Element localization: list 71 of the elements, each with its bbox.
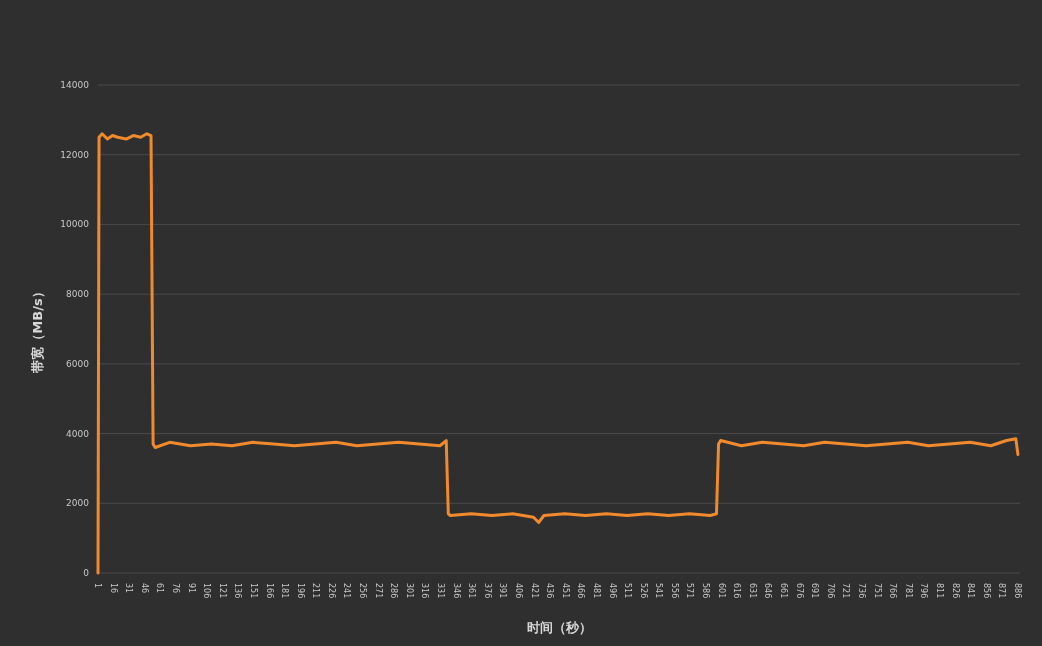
x-tick-label: 496 [607, 583, 617, 599]
x-tick-label: 61 [155, 583, 165, 594]
x-tick-label: 481 [591, 583, 601, 599]
y-tick-label: 10000 [60, 219, 90, 230]
x-tick-label: 196 [295, 583, 305, 599]
x-tick-label: 16 [108, 583, 118, 594]
x-tick-label: 466 [576, 583, 586, 599]
y-tick-label: 6000 [66, 358, 90, 369]
x-tick-label: 136 [233, 583, 243, 599]
y-tick-label: 4000 [66, 428, 90, 439]
x-tick-label: 586 [701, 583, 711, 599]
x-tick-label: 181 [280, 583, 290, 599]
x-tick-label: 631 [747, 583, 757, 599]
x-tick-label: 796 [919, 583, 929, 599]
x-tick-label: 616 [732, 583, 742, 599]
x-tick-label: 646 [763, 583, 773, 599]
x-tick-label: 316 [420, 583, 430, 599]
x-tick-label: 1 [93, 583, 102, 589]
x-tick-label: 376 [482, 583, 492, 599]
x-tick-label: 706 [825, 583, 835, 599]
x-tick-label: 856 [981, 583, 991, 599]
y-tick-label: 8000 [66, 289, 90, 300]
x-tick-label: 841 [966, 583, 976, 599]
x-tick-label: 436 [545, 583, 555, 599]
x-tick-label: 511 [623, 583, 633, 599]
x-tick-label: 31 [124, 583, 134, 594]
x-tick-label: 211 [311, 583, 321, 599]
x-tick-label: 886 [1012, 583, 1022, 599]
x-tick-label: 601 [716, 583, 726, 599]
x-tick-label: 256 [358, 583, 368, 599]
x-tick-label: 781 [903, 583, 913, 599]
x-tick-label: 406 [513, 583, 523, 599]
x-tick-label: 691 [810, 583, 820, 599]
x-tick-label: 91 [186, 583, 196, 594]
x-tick-label: 721 [841, 583, 851, 599]
x-tick-label: 451 [560, 583, 570, 599]
x-tick-label: 571 [685, 583, 695, 599]
line-series [96, 132, 1020, 575]
x-tick-label: 871 [997, 583, 1007, 599]
x-tick-label: 226 [326, 583, 336, 599]
y-axis-title: 带宽（MB/s） [30, 285, 45, 373]
x-tick-label: 676 [794, 583, 804, 599]
x-tick-label: 106 [202, 583, 212, 599]
x-tick-label: 166 [264, 583, 274, 599]
x-tick-label: 121 [217, 583, 227, 599]
x-tick-label: 811 [934, 583, 944, 599]
x-tick-label: 421 [529, 583, 539, 599]
x-tick-label: 271 [373, 583, 383, 599]
x-tick-label: 241 [342, 583, 352, 599]
y-tick-label: 14000 [60, 80, 90, 90]
x-tick-label: 286 [389, 583, 399, 599]
x-tick-label: 766 [888, 583, 898, 599]
x-tick-label: 346 [451, 583, 461, 599]
x-tick-label: 46 [139, 583, 149, 594]
x-tick-label: 301 [404, 583, 414, 599]
x-tick-label: 391 [498, 583, 508, 599]
x-tick-label: 556 [669, 583, 679, 599]
x-axis-title: 时间（秒） [526, 620, 592, 635]
y-tick-label: 12000 [60, 149, 90, 160]
x-tick-label: 151 [248, 583, 258, 599]
x-tick-label: 331 [436, 583, 446, 599]
x-tick-label: 736 [857, 583, 866, 599]
x-tick-label: 526 [638, 583, 648, 599]
x-tick-label: 541 [654, 583, 664, 599]
x-tick-label: 361 [467, 583, 477, 599]
y-tick-label: 2000 [66, 498, 90, 509]
y-tick-label: 0 [83, 568, 90, 578]
x-tick-label: 751 [872, 583, 882, 599]
x-tick-label: 76 [170, 583, 180, 594]
x-tick-label: 661 [779, 583, 789, 599]
x-tick-label: 826 [950, 583, 960, 599]
